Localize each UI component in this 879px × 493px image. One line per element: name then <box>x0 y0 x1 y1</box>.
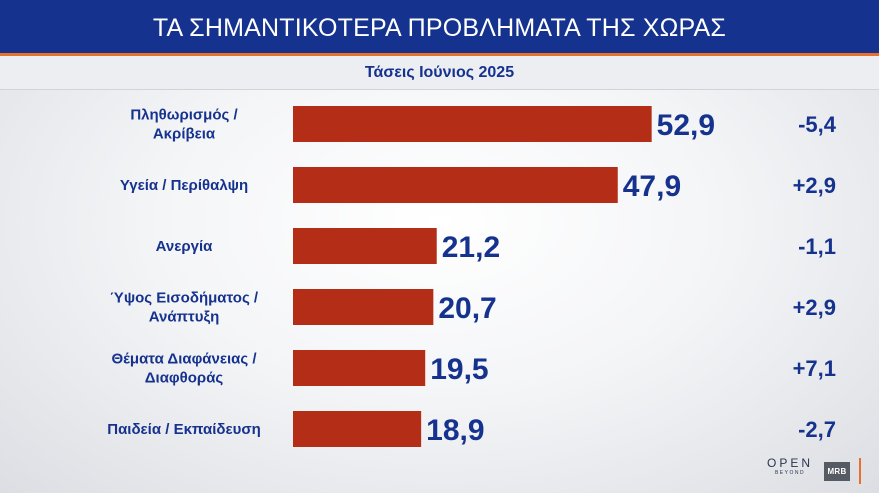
value-label: 18,9 <box>426 414 484 447</box>
category-label-line: Υγεία / Περίθαλψη <box>120 177 248 194</box>
value-label: 20,7 <box>438 292 496 325</box>
category-label-line: Ανάπτυξη <box>149 309 220 326</box>
bar <box>293 167 618 203</box>
chart-subtitle: Τάσεις Ιούνιος 2025 <box>364 64 515 81</box>
change-label: -1,1 <box>798 234 836 259</box>
title-bar <box>0 0 879 56</box>
chart-title: ΤΑ ΣΗΜΑΝΤΙΚΟΤΕΡΑ ΠΡΟΒΛΗΜΑΤΑ ΤΗΣ ΧΩΡΑΣ <box>152 14 727 42</box>
category-label: Ανεργία <box>156 238 214 255</box>
category-label-line: Ανεργία <box>156 238 214 255</box>
category-label: Παιδεία / Εκπαίδευση <box>107 421 261 438</box>
bar <box>293 350 426 386</box>
category-label: Υγεία / Περίθαλψη <box>120 177 248 194</box>
category-label: Πληθωρισμός / Ακρίβεια <box>130 107 238 143</box>
subtitle-bar <box>0 56 879 90</box>
category-label-line: Πληθωρισμός / <box>130 107 238 124</box>
logo-divider <box>859 458 861 484</box>
category-label-line: Θέματα Διαφάνειας / <box>111 351 257 368</box>
category-label: Ύψος Εισοδήματος / Ανάπτυξη <box>110 290 259 326</box>
category-label-line: Ύψος Εισοδήματος / <box>110 290 259 307</box>
change-label: +2,9 <box>793 295 836 320</box>
category-label-line: Διαφθοράς <box>145 370 224 387</box>
value-label: 19,5 <box>430 353 488 386</box>
value-label: 21,2 <box>442 231 500 264</box>
open-beyond-logo: OPEN BEYOND <box>766 456 813 476</box>
change-label: +2,9 <box>793 173 836 198</box>
value-label: 52,9 <box>657 109 715 142</box>
change-label: -5,4 <box>798 112 837 137</box>
change-label: -2,7 <box>798 417 836 442</box>
change-label: +7,1 <box>793 356 836 381</box>
bar <box>293 106 652 142</box>
category-label: Θέματα Διαφάνειας / Διαφθοράς <box>111 351 257 387</box>
bar <box>293 289 434 325</box>
bar <box>293 411 422 447</box>
bar <box>293 228 437 264</box>
category-label-line: Ακρίβεια <box>153 126 216 143</box>
category-label-line: Παιδεία / Εκπαίδευση <box>107 421 261 438</box>
mrb-logo: MRB <box>824 462 850 481</box>
value-label: 47,9 <box>623 170 681 203</box>
